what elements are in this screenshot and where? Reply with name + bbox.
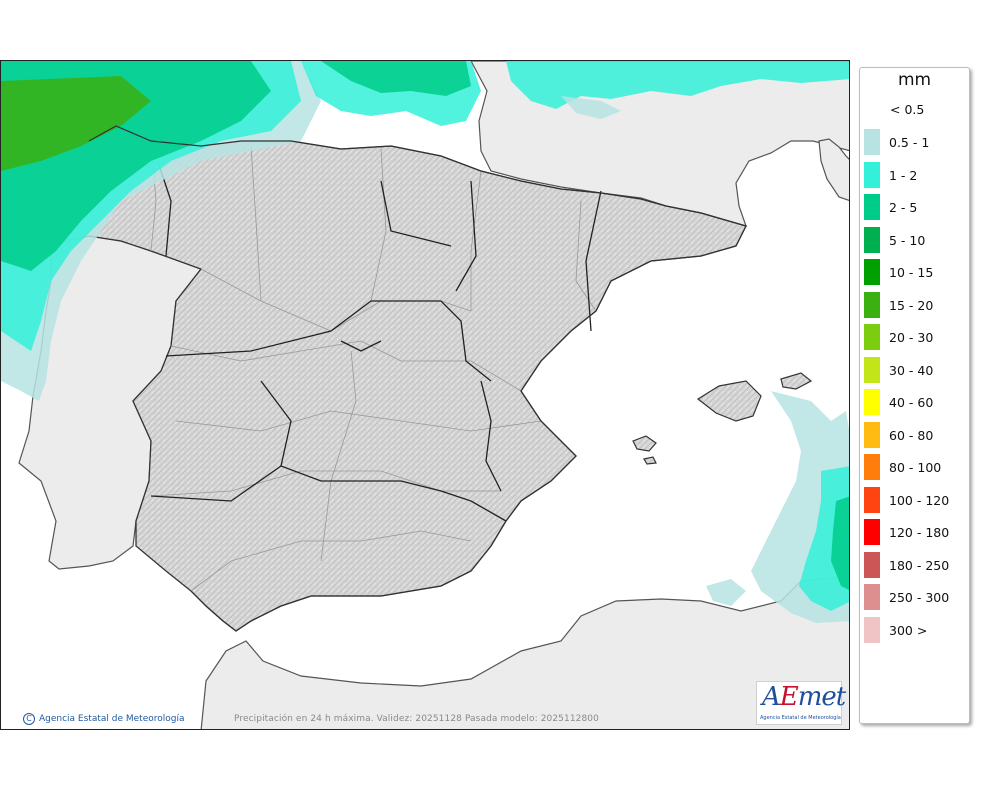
legend-swatch <box>864 584 880 610</box>
legend-swatch <box>864 129 880 155</box>
legend-label: 2 - 5 <box>889 200 918 215</box>
copyright-text: Agencia Estatal de Meteorología <box>39 714 185 724</box>
legend-swatch <box>864 259 880 285</box>
legend-class: 180 - 250 <box>864 551 968 578</box>
legend-class: 60 - 80 <box>864 421 968 448</box>
legend-label: 10 - 15 <box>889 265 934 280</box>
precipitation-legend: mm < 0.5 0.5 - 1 1 - 2 2 - 5 5 - 10 10 - 15 1… <box>859 67 970 724</box>
legend-swatch <box>864 226 880 253</box>
legend-class: 15 - 20 <box>864 291 968 318</box>
corsica-land <box>818 138 849 201</box>
legend-class: 10 - 15 <box>864 259 968 285</box>
legend-swatch <box>864 161 880 188</box>
legend-swatch <box>864 421 880 448</box>
legend-label: 120 - 180 <box>889 525 950 540</box>
legend-class: 100 - 120 <box>864 486 968 513</box>
aemet-logo: AEmet Agencia Estatal de Meteorología <box>756 681 846 725</box>
legend-class: 1 - 2 <box>864 161 968 188</box>
legend-class: 2 - 5 <box>864 194 968 220</box>
region-boundaries <box>150 140 602 522</box>
legend-swatch <box>864 616 880 643</box>
legend-label: 30 - 40 <box>889 362 934 378</box>
legend-class: 5 - 10 <box>864 226 968 253</box>
legend-class: 30 - 40 <box>864 356 968 383</box>
legend-class: 300 > <box>864 616 968 643</box>
legend-class: 20 - 30 <box>864 324 968 350</box>
map-canvas <box>1 61 849 729</box>
legend-class: 80 - 100 <box>864 454 968 480</box>
legend-class: 120 - 180 <box>864 519 968 545</box>
precipitation-map: C Agencia Estatal de Meteorología Precipi… <box>0 60 850 730</box>
legend-label: 80 - 100 <box>889 460 942 475</box>
precip-overlay <box>1 61 849 623</box>
legend-label: 40 - 60 <box>889 395 934 410</box>
legend-label: 180 - 250 <box>889 557 950 573</box>
copyright-icon: C <box>23 713 35 725</box>
logo-wordmark: AEmet <box>762 682 846 712</box>
legend-class: 0.5 - 1 <box>864 129 968 155</box>
legend-swatch <box>864 356 880 383</box>
legend-label: 1 - 2 <box>889 167 918 183</box>
legend-swatch <box>864 291 880 318</box>
legend-swatch <box>864 486 880 513</box>
ibiza-land <box>632 435 657 452</box>
province-boundaries <box>150 140 597 592</box>
legend-swatch <box>864 519 880 545</box>
legend-label: 0.5 - 1 <box>889 135 930 150</box>
copyright-notice: C Agencia Estatal de Meteorología <box>23 713 185 725</box>
legend-swatch <box>864 454 880 480</box>
legend-swatch <box>864 389 880 415</box>
legend-title: mm <box>897 70 932 90</box>
legend-label: 100 - 120 <box>889 492 950 508</box>
legend-swatch <box>864 194 880 220</box>
legend-label: 20 - 30 <box>889 330 934 345</box>
legend-label: 250 - 300 <box>889 590 950 605</box>
logo-subtitle: Agencia Estatal de Meteorología <box>760 715 841 721</box>
legend-class: 40 - 60 <box>864 389 968 415</box>
legend-swatch <box>864 324 880 350</box>
legend-label: 15 - 20 <box>889 297 934 313</box>
legend-below-threshold: < 0.5 <box>890 102 925 117</box>
legend-swatch <box>864 551 880 578</box>
mallorca-land <box>696 380 762 422</box>
menorca-land <box>780 372 813 390</box>
legend-label: 5 - 10 <box>889 232 926 248</box>
legend-class: 250 - 300 <box>864 584 968 610</box>
map-caption: Precipitación en 24 h máxima. Validez: 2… <box>234 714 599 724</box>
legend-label: 300 > <box>889 622 928 638</box>
legend-label: 60 - 80 <box>889 427 934 443</box>
formentera-land <box>643 456 657 465</box>
